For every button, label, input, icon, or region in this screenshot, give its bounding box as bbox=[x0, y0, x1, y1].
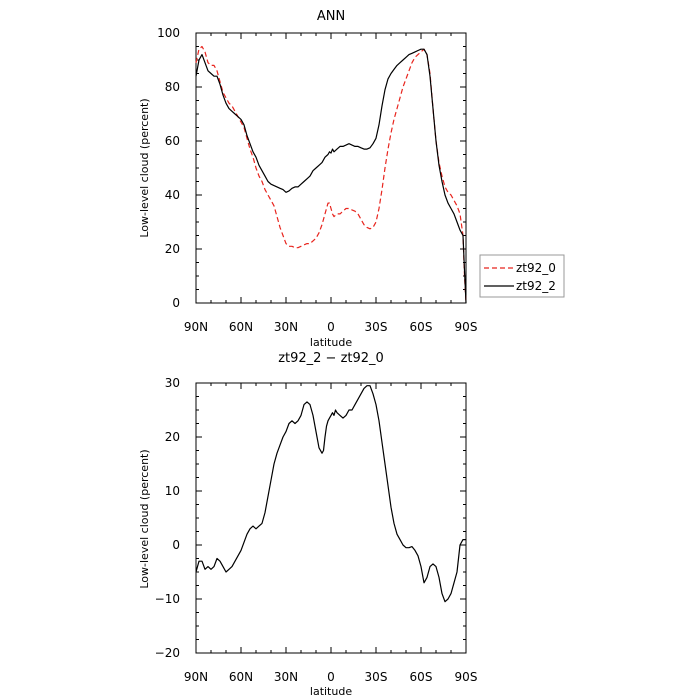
bottom-y-tick-label: 0 bbox=[172, 538, 180, 552]
top-y-tick-label: 100 bbox=[157, 26, 180, 40]
bottom-plot-area: 90N 60N 30N 0 30S 60S 90S −20 −10 0 10 20 30 bbox=[155, 376, 478, 684]
top-series-line-zt92_0 bbox=[195, 45, 467, 304]
bottom-x-tick-label: 90S bbox=[455, 670, 478, 684]
bottom-x-tick-label: 0 bbox=[327, 670, 335, 684]
legend-box bbox=[479, 254, 565, 298]
bottom-y-tick-label: 10 bbox=[165, 484, 180, 498]
bottom-y-tick-label: −10 bbox=[155, 592, 180, 606]
top-y-tick-label: 80 bbox=[165, 80, 180, 94]
bottom-x-tick-label: 30S bbox=[365, 670, 388, 684]
top-x-axis-label: latitude bbox=[310, 336, 352, 349]
bottom-x-tick-label: 60N bbox=[229, 670, 253, 684]
top-x-tick-label: 60N bbox=[229, 320, 253, 334]
legend-label-zt92-0: zt92_0 bbox=[516, 261, 556, 275]
top-chart-title: ANN bbox=[317, 9, 345, 24]
top-y-tick-label: 0 bbox=[172, 296, 180, 310]
bottom-chart-title: zt92_2 − zt92_0 bbox=[278, 351, 384, 366]
top-x-tick-label: 90S bbox=[455, 320, 478, 334]
bottom-series-line-series-0 bbox=[195, 385, 466, 603]
top-y-axis-label: Low-level cloud (percent) bbox=[138, 98, 151, 237]
top-x-tick-label: 90N bbox=[184, 320, 208, 334]
top-series-line-zt92_2 bbox=[195, 48, 467, 304]
top-y-tick-label: 60 bbox=[165, 134, 180, 148]
bottom-x-tick-label: 90N bbox=[184, 670, 208, 684]
top-x-tick-label: 30N bbox=[274, 320, 298, 334]
bottom-plot-frame bbox=[195, 382, 467, 654]
bottom-y-tick-label: 30 bbox=[165, 376, 180, 390]
top-chart-panel: ANN 90N 60N 30N 0 30S 60S 90S 0 20 40 60 80 100 lati… bbox=[138, 9, 477, 349]
bottom-x-tick-label: 30N bbox=[274, 670, 298, 684]
top-plot-frame bbox=[195, 32, 467, 304]
bottom-y-axis-label: Low-level cloud (percent) bbox=[138, 449, 151, 588]
legend-label-zt92-2: zt92_2 bbox=[516, 279, 556, 293]
bottom-chart-panel: zt92_2 − zt92_0 90N 60N 30N 0 30S 60S 90S −20 −1… bbox=[138, 351, 477, 698]
top-y-tick-label: 40 bbox=[165, 188, 180, 202]
top-y-tick-label: 20 bbox=[165, 242, 180, 256]
top-x-tick-label: 60S bbox=[410, 320, 433, 334]
bottom-y-tick-label: 20 bbox=[165, 430, 180, 444]
bottom-y-tick-label: −20 bbox=[155, 646, 180, 660]
bottom-x-axis-label: latitude bbox=[310, 685, 352, 698]
legend: zt92_0 zt92_2 bbox=[479, 254, 565, 298]
top-x-tick-label: 30S bbox=[365, 320, 388, 334]
bottom-x-tick-label: 60S bbox=[410, 670, 433, 684]
top-plot-area: 90N 60N 30N 0 30S 60S 90S 0 20 40 60 80 100 bbox=[157, 26, 477, 334]
top-x-tick-label: 0 bbox=[327, 320, 335, 334]
